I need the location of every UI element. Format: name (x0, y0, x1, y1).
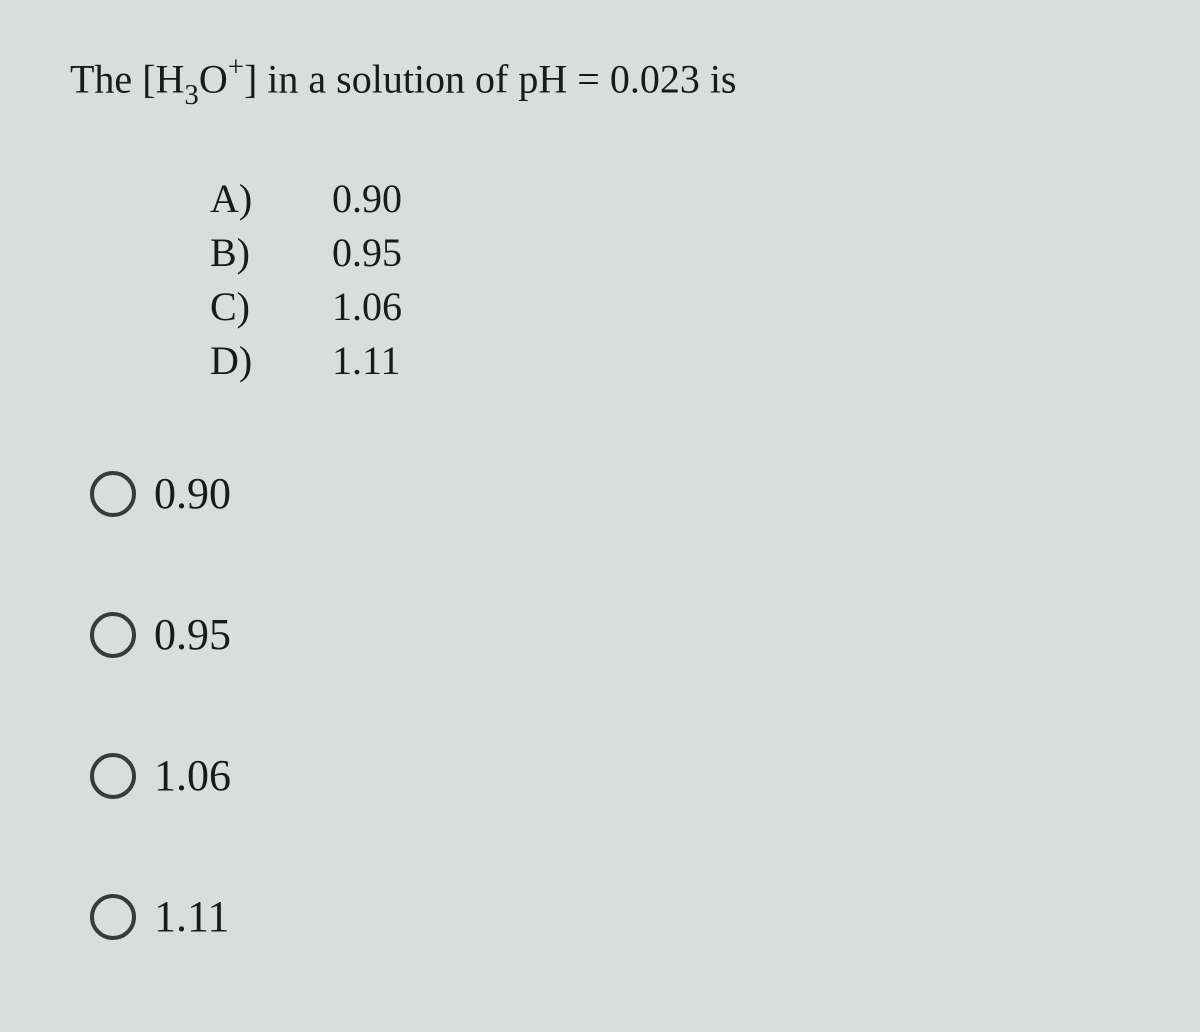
answer-option-b[interactable]: 0.95 (90, 609, 1130, 660)
question-text-suffix: ] in a solution of pH = 0.023 is (244, 56, 737, 101)
answer-option-c[interactable]: 1.06 (90, 750, 1130, 801)
choice-row: B) 0.95 (210, 226, 1130, 280)
radio-icon[interactable] (90, 894, 136, 940)
answer-option-a[interactable]: 0.90 (90, 468, 1130, 519)
choice-label: D) (210, 334, 270, 388)
answer-label: 0.90 (154, 468, 231, 519)
question-text-prefix: The [H (70, 56, 184, 101)
choice-value: 1.06 (332, 280, 402, 334)
radio-icon[interactable] (90, 753, 136, 799)
answer-list: 0.90 0.95 1.06 1.11 (90, 468, 1130, 942)
radio-icon[interactable] (90, 471, 136, 517)
radio-icon[interactable] (90, 612, 136, 658)
answer-option-d[interactable]: 1.11 (90, 891, 1130, 942)
question-text-mid: O (199, 56, 228, 101)
answer-label: 1.06 (154, 750, 231, 801)
answer-label: 1.11 (154, 891, 229, 942)
choice-row: D) 1.11 (210, 334, 1130, 388)
question-subscript: 3 (184, 79, 198, 111)
choice-value: 0.90 (332, 172, 402, 226)
choice-row: C) 1.06 (210, 280, 1130, 334)
choice-table: A) 0.90 B) 0.95 C) 1.06 D) 1.11 (210, 172, 1130, 388)
question-superscript: + (228, 51, 244, 83)
choice-label: C) (210, 280, 270, 334)
choice-label: A) (210, 172, 270, 226)
answer-label: 0.95 (154, 609, 231, 660)
choice-row: A) 0.90 (210, 172, 1130, 226)
choice-label: B) (210, 226, 270, 280)
question-stem: The [H3O+] in a solution of pH = 0.023 i… (70, 50, 1130, 112)
choice-value: 0.95 (332, 226, 402, 280)
choice-value: 1.11 (332, 334, 401, 388)
